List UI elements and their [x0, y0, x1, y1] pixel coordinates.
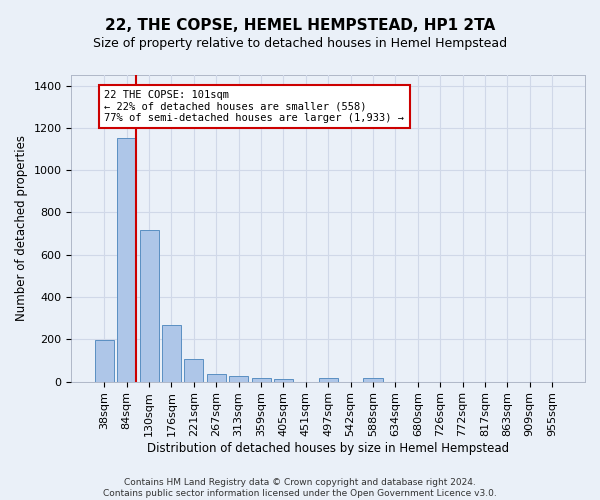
Text: Size of property relative to detached houses in Hemel Hempstead: Size of property relative to detached ho… — [93, 38, 507, 51]
Bar — [184, 359, 203, 382]
Bar — [140, 230, 158, 382]
Bar — [319, 378, 338, 382]
Text: Contains HM Land Registry data © Crown copyright and database right 2024.
Contai: Contains HM Land Registry data © Crown c… — [103, 478, 497, 498]
Bar — [274, 379, 293, 382]
Text: 22, THE COPSE, HEMEL HEMPSTEAD, HP1 2TA: 22, THE COPSE, HEMEL HEMPSTEAD, HP1 2TA — [105, 18, 495, 32]
Bar — [117, 138, 136, 382]
Y-axis label: Number of detached properties: Number of detached properties — [15, 136, 28, 322]
Bar — [251, 378, 271, 382]
Bar — [162, 324, 181, 382]
Bar — [229, 376, 248, 382]
Bar — [364, 378, 383, 382]
X-axis label: Distribution of detached houses by size in Hemel Hempstead: Distribution of detached houses by size … — [147, 442, 509, 455]
Bar — [95, 340, 114, 382]
Text: 22 THE COPSE: 101sqm
← 22% of detached houses are smaller (558)
77% of semi-deta: 22 THE COPSE: 101sqm ← 22% of detached h… — [104, 90, 404, 123]
Bar — [207, 374, 226, 382]
